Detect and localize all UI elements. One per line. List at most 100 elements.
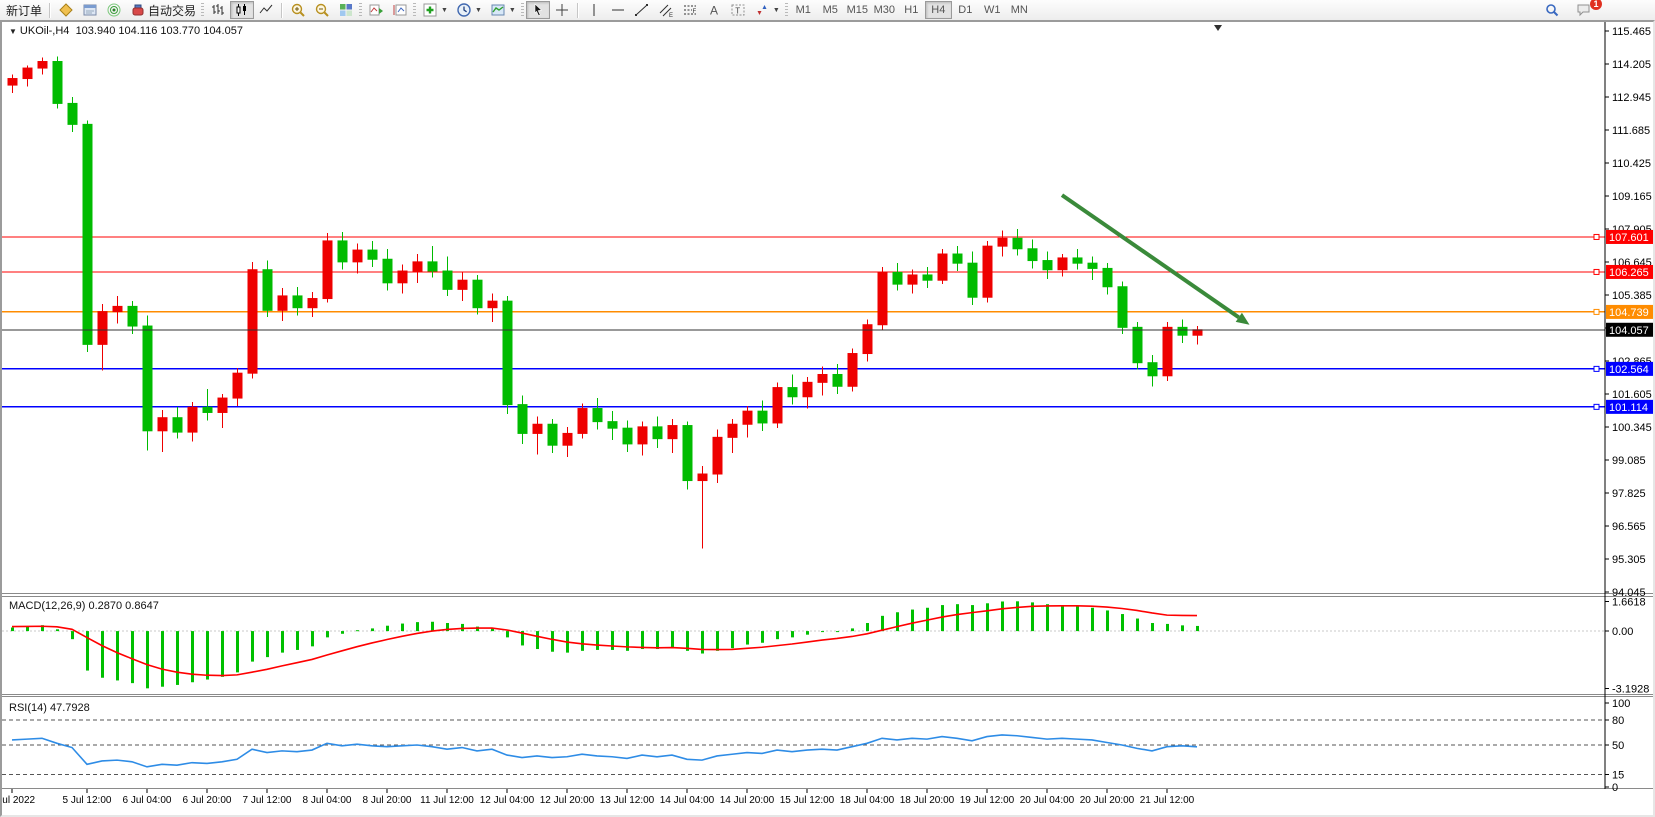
toolbar-separator — [576, 2, 579, 18]
notifications-button[interactable]: 1 — [1572, 0, 1602, 19]
timeframe-m5[interactable]: M5 — [817, 1, 844, 19]
auto-trading-button[interactable]: 自动交易 — [126, 1, 200, 19]
hline-handle — [1593, 365, 1600, 372]
chart-candles-button[interactable] — [230, 1, 255, 19]
equidistant-channel-icon: E — [658, 2, 674, 18]
svg-text:111.685: 111.685 — [1612, 125, 1650, 137]
fibonacci-icon: F — [682, 2, 698, 18]
rsi-indicator-label: RSI(14) 47.7928 — [9, 702, 90, 714]
trendline-tool-button[interactable] — [630, 1, 654, 19]
market-watch-icon — [58, 2, 74, 18]
text-tool-button[interactable]: A — [702, 1, 726, 19]
rsi-axis[interactable] — [1605, 702, 1609, 788]
price-badges — [1606, 229, 1653, 414]
horizontal-line-tool-button[interactable] — [606, 1, 630, 19]
toolbar-grip — [201, 3, 205, 17]
zoom-out-icon — [314, 2, 330, 18]
auto-scroll-icon — [368, 2, 384, 18]
navigator-button[interactable] — [102, 1, 126, 19]
templates-button[interactable]: ▼ — [486, 1, 520, 19]
data-window-button[interactable] — [78, 1, 102, 19]
cursor-button[interactable] — [525, 1, 550, 19]
chart-window[interactable]: 115.465 114.205 112.945 111.685 110.425 109.1… — [0, 20, 1655, 817]
svg-text:8 Jul 04:00: 8 Jul 04:00 — [303, 795, 352, 806]
fibonacci-tool-button[interactable]: F — [678, 1, 702, 19]
svg-text:114.205: 114.205 — [1612, 59, 1651, 71]
chart-shift-marker[interactable] — [1214, 25, 1222, 31]
svg-text:99.085: 99.085 — [1612, 455, 1646, 467]
timeframe-d1[interactable]: D1 — [952, 1, 979, 19]
tile-windows-button[interactable] — [334, 1, 358, 19]
timeframe-m1[interactable]: M1 — [790, 1, 817, 19]
svg-text:104.739: 104.739 — [1609, 307, 1649, 319]
timeframe-w1[interactable]: W1 — [979, 1, 1006, 19]
macd-signal-line — [11, 604, 1198, 677]
svg-text:6 Jul 20:00: 6 Jul 20:00 — [183, 795, 232, 806]
clock-icon — [456, 2, 472, 18]
chart-canvas[interactable]: 115.465 114.205 112.945 111.685 110.425 109.1… — [2, 22, 1653, 811]
horizontal-line-icon — [610, 2, 626, 18]
navigator-icon — [106, 2, 122, 18]
hline-handle — [1593, 308, 1600, 315]
periods-button[interactable]: ▼ — [452, 1, 486, 19]
add-indicator-icon — [422, 2, 438, 18]
tile-windows-icon — [338, 2, 354, 18]
price-axis[interactable] — [1605, 30, 1609, 593]
chart-symbol-timeframe: UKOil-,H4 — [19, 25, 70, 37]
svg-text:12 Jul 20:00: 12 Jul 20:00 — [540, 795, 595, 806]
crosshair-button[interactable] — [550, 1, 574, 19]
chart-shift-icon — [392, 2, 408, 18]
svg-text:100.345: 100.345 — [1612, 422, 1652, 434]
toolbar-grip — [520, 3, 524, 17]
svg-text:A: A — [710, 4, 718, 18]
zoom-out-button[interactable] — [310, 1, 334, 19]
chevron-down-icon: ▼ — [772, 6, 780, 14]
svg-text:19 Jul 12:00: 19 Jul 12:00 — [960, 795, 1015, 806]
chart-shift-button[interactable] — [388, 1, 412, 19]
svg-text:11 Jul 12:00: 11 Jul 12:00 — [420, 795, 474, 806]
zoom-in-button[interactable] — [286, 1, 310, 19]
svg-text:8 Jul 20:00: 8 Jul 20:00 — [363, 795, 412, 806]
chart-bars-button[interactable] — [206, 1, 230, 19]
rsi-line — [11, 734, 1198, 768]
svg-text:7 Jul 12:00: 7 Jul 12:00 — [243, 795, 292, 806]
svg-text:100: 100 — [1612, 698, 1630, 710]
chart-ohlc-values: 103.940 104.116 103.770 104.057 — [75, 25, 243, 37]
timeframe-h1[interactable]: H1 — [898, 1, 925, 19]
svg-text:18 Jul 04:00: 18 Jul 04:00 — [840, 795, 895, 806]
macd-indicator-label: MACD(12,26,9) 0.2870 0.8647 — [9, 600, 159, 612]
channel-tool-button[interactable]: E — [654, 1, 678, 19]
line-chart-icon — [258, 2, 274, 18]
macd-axis[interactable] — [1605, 600, 1609, 689]
svg-text:50: 50 — [1612, 740, 1624, 752]
timeframe-m30[interactable]: M30 — [871, 1, 898, 19]
zoom-in-icon — [290, 2, 306, 18]
indicators-button[interactable]: ▼ — [418, 1, 452, 19]
svg-text:20 Jul 20:00: 20 Jul 20:00 — [1080, 795, 1135, 806]
svg-text:0: 0 — [1612, 782, 1618, 794]
bar-chart-icon — [210, 2, 226, 18]
svg-text:95.305: 95.305 — [1612, 554, 1646, 566]
svg-text:97.825: 97.825 — [1612, 488, 1646, 500]
svg-text:E: E — [669, 13, 673, 18]
market-watch-button[interactable] — [54, 1, 78, 19]
text-a-icon: A — [706, 2, 722, 18]
search-button[interactable] — [1540, 1, 1564, 19]
svg-text:105.385: 105.385 — [1612, 290, 1652, 302]
vertical-line-tool-button[interactable] — [582, 1, 606, 19]
svg-text:13 Jul 12:00: 13 Jul 12:00 — [600, 795, 655, 806]
label-tool-button[interactable]: T — [726, 1, 750, 19]
timeframe-mn[interactable]: MN — [1006, 1, 1033, 19]
auto-scroll-button[interactable] — [364, 1, 388, 19]
timeframe-h4[interactable]: H4 — [924, 1, 952, 19]
chart-menu-triangle-icon[interactable]: ▼ — [9, 27, 17, 36]
chart-line-button[interactable] — [254, 1, 278, 19]
hline-handle — [1593, 403, 1600, 410]
svg-text:112.945: 112.945 — [1612, 92, 1651, 104]
timeframe-m15[interactable]: M15 — [844, 1, 871, 19]
time-axis[interactable] — [11, 789, 1168, 793]
new-order-button[interactable]: 新订单 — [2, 1, 46, 19]
trend-arrow-annotation[interactable] — [1060, 193, 1250, 325]
crosshair-icon — [554, 2, 570, 18]
arrows-tool-button[interactable]: ▼ — [750, 1, 784, 19]
